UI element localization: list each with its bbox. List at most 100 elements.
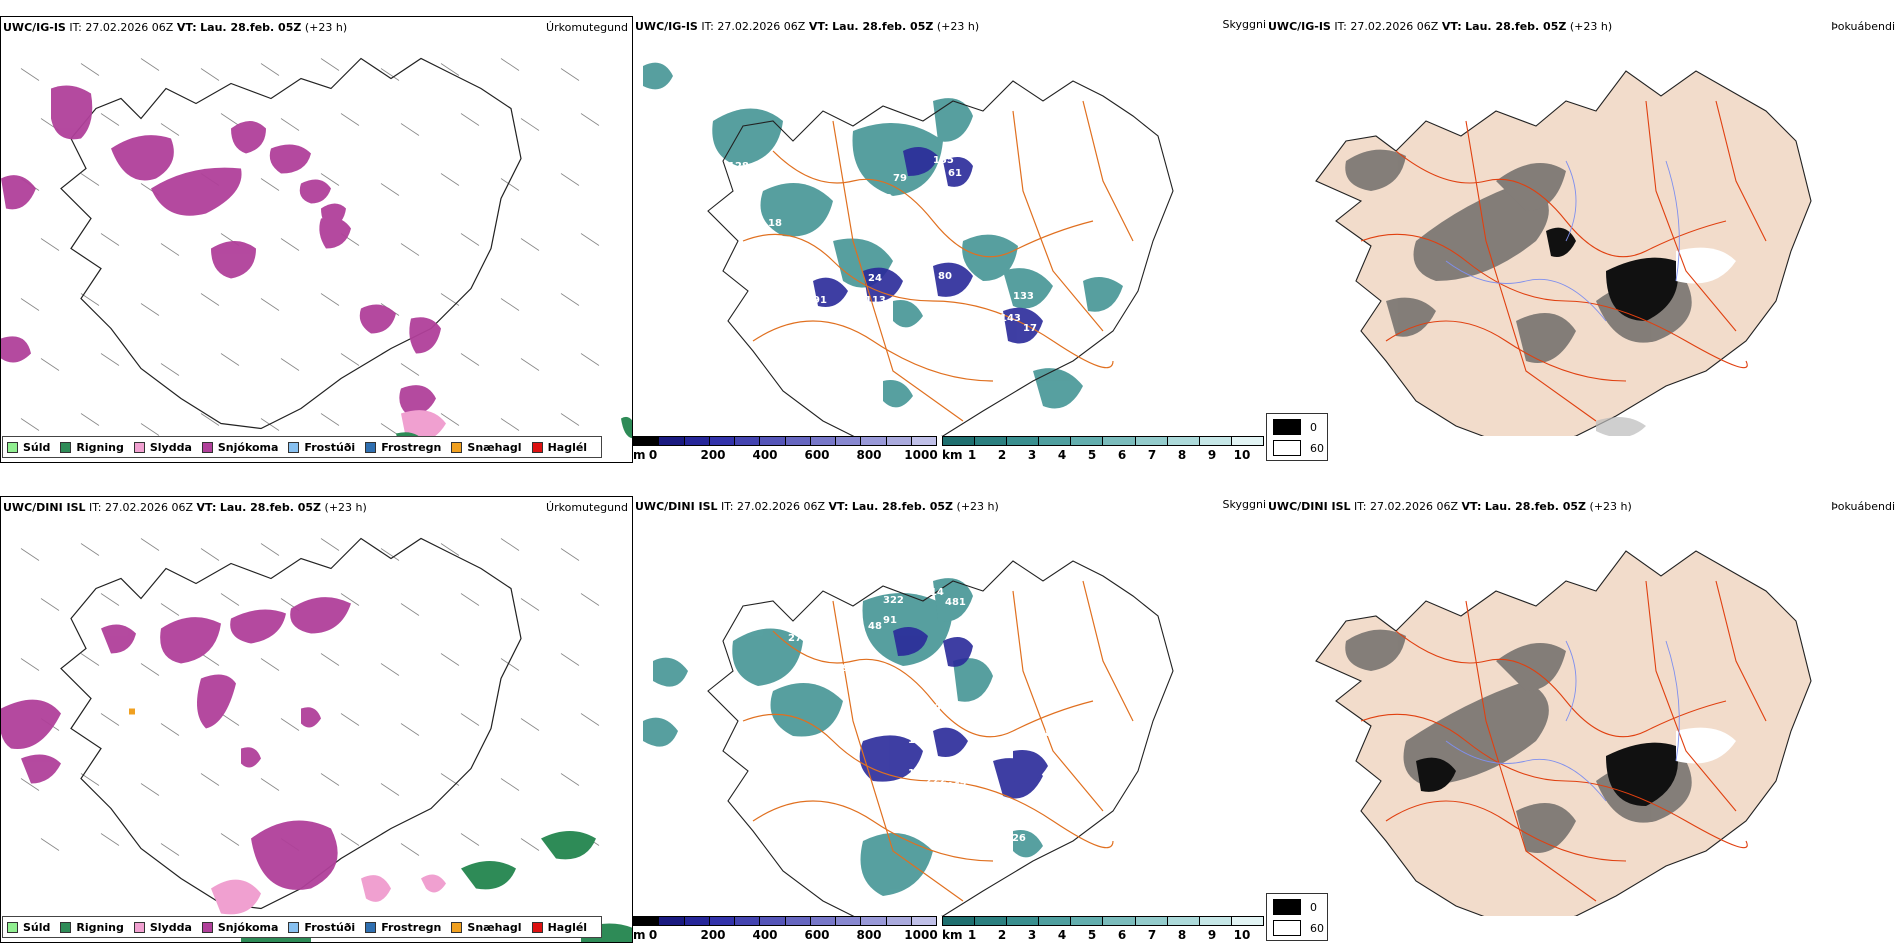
init-time: 27.02.2026 06Z (717, 20, 806, 33)
panel-title: Skyggni (1222, 18, 1266, 31)
legend-swatch (1273, 419, 1301, 435)
visibility-label: 17 (1023, 323, 1037, 334)
legend-swatch (133, 441, 145, 453)
lead-time: (+23 h) (956, 500, 999, 513)
colorbar-tick: 8 (1177, 448, 1187, 462)
colorbar-unit: km (942, 928, 963, 942)
lead-time: (+23 h) (1589, 500, 1632, 513)
colorbar-swatches (633, 436, 937, 446)
visibility-panel-bottom: 322 214 481 48 91 11 27 129 137 250 92 7… (633, 496, 1266, 916)
header-bottom-middle: UWC/DINI ISL IT: 27.02.2026 06Z VT: Lau.… (635, 500, 999, 513)
panel-title: Þokuábendi (1831, 500, 1895, 513)
init-time: 27.02.2026 06Z (85, 21, 174, 34)
visibility-label: 232 (783, 253, 804, 264)
colorbar-tick: 2 (997, 928, 1007, 942)
header-top-right: UWC/IG-IS IT: 27.02.2026 06Z VT: Lau. 28… (1268, 20, 1613, 33)
visibility-label: 16 (893, 713, 907, 724)
colorbar-unit: m (633, 928, 646, 942)
legend-swatch (201, 441, 213, 453)
visibility-label: 18 (768, 218, 782, 229)
init-time: 27.02.2026 06Z (1350, 20, 1439, 33)
colorbar-tick: 5 (1087, 448, 1097, 462)
visibility-label: 325 (951, 205, 972, 216)
visibility-label: 214 (923, 587, 944, 598)
legend-swatch (60, 921, 72, 933)
header-bottom-right: UWC/DINI ISL IT: 27.02.2026 06Z VT: Lau.… (1268, 500, 1632, 513)
legend-swatch (451, 921, 463, 933)
lead-time: (+23 h) (304, 21, 348, 34)
legend-swatch (531, 921, 543, 933)
model-name: UWC/DINI ISL (1268, 500, 1351, 513)
colorbar-tick: 800 (856, 928, 882, 942)
colorbar-tick: 7 (1147, 928, 1157, 942)
visibility-label: 128 (728, 161, 749, 172)
legend-swatch (1273, 440, 1301, 456)
legend-swatch (365, 441, 377, 453)
colorbar-tick: 10 (1233, 448, 1251, 462)
visibility-label: 27 (788, 633, 802, 644)
visibility-label: 24 (868, 273, 882, 284)
colorbar-tick: 1 (967, 448, 977, 462)
init-time: 27.02.2026 06Z (737, 500, 826, 513)
model-name: UWC/DINI ISL (3, 501, 86, 514)
legend-item: Rigning (60, 921, 124, 934)
legend-item: Slydda (133, 921, 192, 934)
visibility-label: 91 (813, 295, 827, 306)
panel-title: Skyggni (1222, 498, 1266, 511)
lead-time: (+23 h) (1569, 20, 1613, 33)
colorbar-tick: 200 (700, 448, 726, 462)
visibility-label: 91 (883, 615, 897, 626)
precip-legend-bottom: Súld Rigning Slydda Snjókoma Frostúði Fr… (2, 916, 603, 938)
visibility-label: 133 (1013, 291, 1034, 302)
visibility-label: 183 (999, 715, 1020, 726)
legend-item: Súld (7, 921, 50, 934)
row-bottom: UWC/DINI ISL IT: 27.02.2026 06Z VT: Lau.… (0, 480, 1900, 950)
visibility-label: 148 (1031, 728, 1052, 739)
visibility-label: 254 (1053, 333, 1074, 344)
precip-type-panel-bottom: UWC/DINI ISL IT: 27.02.2026 06Z VT: Lau.… (0, 496, 633, 943)
visibility-label: 467 (946, 781, 967, 792)
visibility-label: 152 (1005, 735, 1026, 746)
visibility-label: 56 (853, 198, 867, 209)
colorbar-tick: 600 (804, 448, 830, 462)
legend-swatch (1273, 899, 1301, 915)
visibility-label: 28 (878, 193, 892, 204)
lead-time: (+23 h) (324, 501, 367, 514)
valid-time: Lau. 28.feb. 05Z (200, 21, 302, 34)
legend-item: Frostúði (288, 441, 355, 454)
visibility-label: 135 (933, 155, 954, 166)
legend-item: Súld (7, 441, 50, 454)
visibility-label: 143 (1000, 313, 1021, 324)
precip-type-map-top (1, 57, 632, 455)
visibility-map-top: 128 18 706 232 14 56 28 79 61 135 325 24… (643, 62, 1174, 436)
fog-index-panel-bottom: UWC/DINI ISL IT: 27.02.2026 06Z VT: Lau.… (1266, 496, 1899, 916)
legend-swatch (7, 441, 18, 453)
visibility-label: 826 (1005, 833, 1026, 844)
colorbar-tick: 9 (1207, 928, 1217, 942)
colorbar-tick: 200 (700, 928, 726, 942)
legend-item: Frostúði (288, 921, 355, 934)
colorbar-tick: 4 (1057, 448, 1067, 462)
model-name: UWC/IG-IS (635, 20, 698, 33)
colorbar-tick: 1000 (904, 928, 938, 942)
colorbar-swatches (633, 916, 937, 926)
visibility-map-bottom: 322 214 481 48 91 11 27 129 137 250 92 7… (643, 560, 1174, 916)
colorbar-tick: 400 (752, 928, 778, 942)
legend-item: Snæhagl (451, 441, 522, 454)
lead-time: (+23 h) (936, 20, 980, 33)
visibility-label: 98 (953, 841, 967, 852)
fog-index-map-bottom (1315, 550, 1812, 916)
legend-item: Rigning (60, 441, 124, 454)
visibility-label: 152 (929, 811, 950, 822)
valid-time: Lau. 28.feb. 05Z (1484, 500, 1587, 513)
visibility-label: 48 (868, 621, 882, 632)
panel-title: Þokuábendi (1831, 20, 1895, 33)
colorbar-tick: 7 (1147, 448, 1157, 462)
panel-title: Úrkomutegund (546, 501, 628, 514)
legend-swatch (133, 921, 145, 933)
visibility-label: 120 (918, 333, 939, 344)
colorbar-tick: 6 (1117, 448, 1127, 462)
visibility-label: 539 (921, 829, 942, 840)
colorbar-tick: 6 (1117, 928, 1127, 942)
visibility-panel-top: 128 18 706 232 14 56 28 79 61 135 325 24… (633, 16, 1266, 436)
